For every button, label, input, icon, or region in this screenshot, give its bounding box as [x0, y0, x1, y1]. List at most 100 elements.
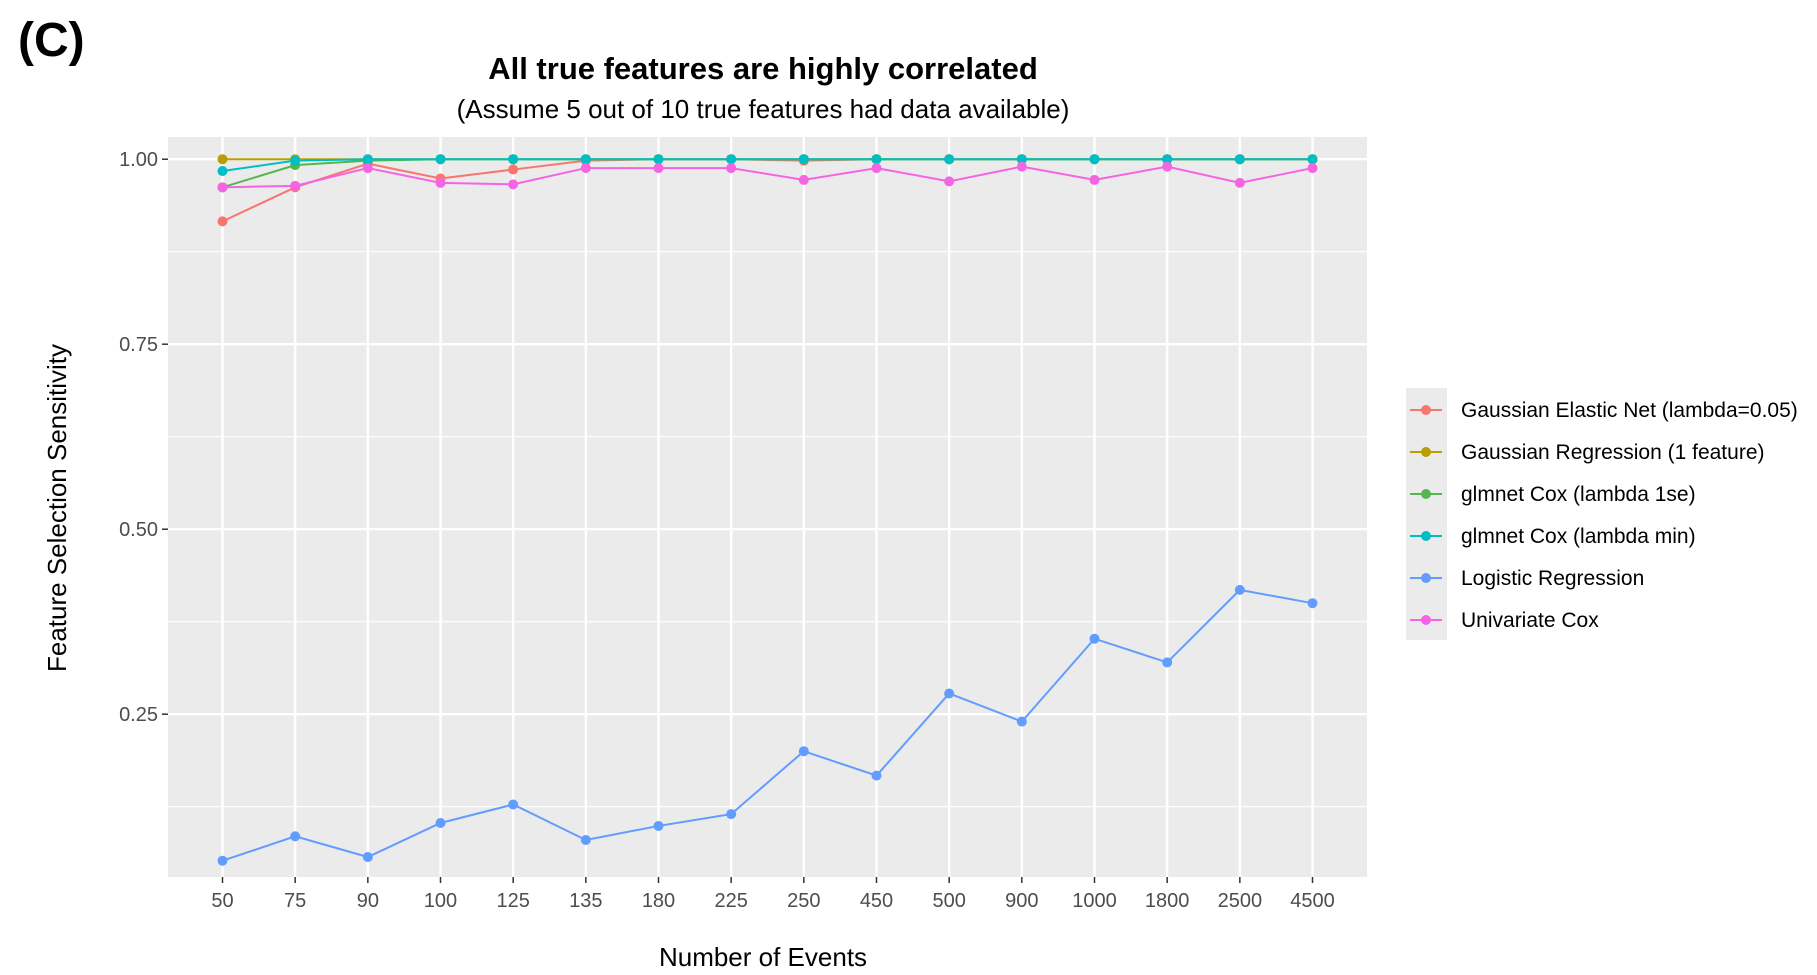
data-point	[1089, 174, 1100, 185]
x-tick-label: 2500	[1218, 890, 1263, 912]
x-tick-label: 500	[932, 890, 965, 912]
x-axis: 50 75 90 100 125 135 180 225 250 450 500 900 1000 180…	[211, 877, 1335, 912]
data-point	[435, 817, 446, 828]
legend-key-point	[1421, 615, 1431, 625]
legend-item: glmnet Cox (lambda min)	[1410, 525, 1696, 548]
data-point	[798, 746, 809, 757]
data-point	[508, 154, 519, 165]
legend-key-point	[1421, 405, 1431, 415]
data-point	[944, 154, 955, 165]
data-point	[798, 174, 809, 185]
data-point	[362, 163, 373, 174]
data-point	[217, 166, 228, 177]
data-point	[1234, 154, 1245, 165]
y-tick-label: 0.50	[119, 519, 158, 541]
series-group	[217, 161, 1318, 193]
legend-label: Univariate Cox	[1461, 609, 1599, 632]
data-point	[871, 154, 882, 165]
data-point	[217, 182, 228, 193]
data-point	[290, 180, 301, 191]
x-tick-label: 100	[424, 890, 457, 912]
y-axis: 0.25 0.50 0.75 1.00	[119, 149, 168, 726]
data-point	[290, 831, 301, 842]
data-point	[653, 820, 664, 831]
data-point	[1162, 161, 1173, 172]
plot-panel	[168, 137, 1367, 877]
data-point	[871, 163, 882, 174]
data-point	[944, 176, 955, 187]
data-point	[217, 855, 228, 866]
data-point	[1089, 154, 1100, 165]
legend-key-point	[1421, 447, 1431, 457]
y-axis-title: Feature Selection Sensitivity	[42, 344, 72, 672]
series-line	[222, 158, 1313, 173]
x-tick-label: 450	[860, 890, 893, 912]
y-tick-label: 0.25	[119, 704, 158, 726]
data-point	[726, 163, 737, 174]
x-tick-label: 4500	[1290, 890, 1335, 912]
data-point	[362, 852, 373, 863]
legend-item: Gaussian Elastic Net (lambda=0.05)	[1410, 399, 1798, 422]
legend-key-point	[1421, 489, 1431, 499]
legend-box	[1406, 388, 1447, 640]
legend-key-point	[1421, 531, 1431, 541]
series-group	[217, 154, 1318, 177]
series-group	[217, 584, 1318, 866]
plot-series	[217, 154, 1318, 866]
data-point	[508, 164, 519, 175]
data-point	[944, 688, 955, 699]
x-tick-label: 125	[496, 890, 529, 912]
data-point	[435, 154, 446, 165]
legend: Gaussian Elastic Net (lambda=0.05) Gaussi…	[1410, 399, 1798, 632]
legend-label: Gaussian Regression (1 feature)	[1461, 441, 1765, 464]
x-tick-label: 180	[642, 890, 675, 912]
data-point	[1307, 598, 1318, 609]
data-point	[1016, 716, 1027, 727]
data-point	[1162, 657, 1173, 668]
legend-item: Logistic Regression	[1410, 567, 1644, 590]
x-tick-label: 225	[714, 890, 747, 912]
x-tick-label: 90	[357, 890, 379, 912]
data-point	[217, 154, 228, 165]
data-point	[362, 154, 373, 165]
data-point	[580, 835, 591, 845]
y-tick-label: 1.00	[119, 149, 158, 171]
data-point	[1234, 177, 1245, 188]
legend-item: Univariate Cox	[1410, 609, 1599, 632]
legend-key-point	[1421, 573, 1431, 583]
data-point	[1089, 633, 1100, 644]
series-line	[222, 165, 1313, 189]
x-tick-label: 1800	[1145, 890, 1190, 912]
chart-title: All true features are highly correlated	[488, 51, 1038, 86]
legend-label: Logistic Regression	[1461, 567, 1644, 590]
data-point	[580, 163, 591, 174]
data-point	[1234, 584, 1245, 595]
grid-lines	[168, 137, 1367, 877]
data-point	[726, 809, 737, 820]
x-tick-label: 900	[1005, 890, 1038, 912]
legend-label: Gaussian Elastic Net (lambda=0.05)	[1461, 399, 1798, 422]
data-point	[580, 154, 591, 165]
x-tick-label: 250	[787, 890, 820, 912]
y-tick-label: 0.75	[119, 334, 158, 356]
panel-label: (C)	[18, 14, 85, 67]
data-point	[653, 163, 664, 174]
x-tick-label: 50	[211, 890, 233, 912]
data-point	[217, 216, 228, 227]
legend-item: glmnet Cox (lambda 1se)	[1410, 483, 1696, 506]
data-point	[798, 154, 809, 165]
x-axis-title: Number of Events	[659, 942, 867, 972]
legend-item: Gaussian Regression (1 feature)	[1410, 441, 1765, 464]
x-tick-label: 135	[569, 890, 602, 912]
data-point	[508, 799, 519, 810]
data-point	[726, 154, 737, 165]
x-tick-label: 75	[284, 890, 306, 912]
x-tick-label: 1000	[1072, 890, 1117, 912]
data-point	[1162, 154, 1173, 165]
data-point	[508, 179, 519, 190]
data-point	[290, 155, 301, 166]
data-point	[1016, 161, 1027, 172]
data-point	[1307, 154, 1318, 165]
data-point	[653, 154, 664, 165]
